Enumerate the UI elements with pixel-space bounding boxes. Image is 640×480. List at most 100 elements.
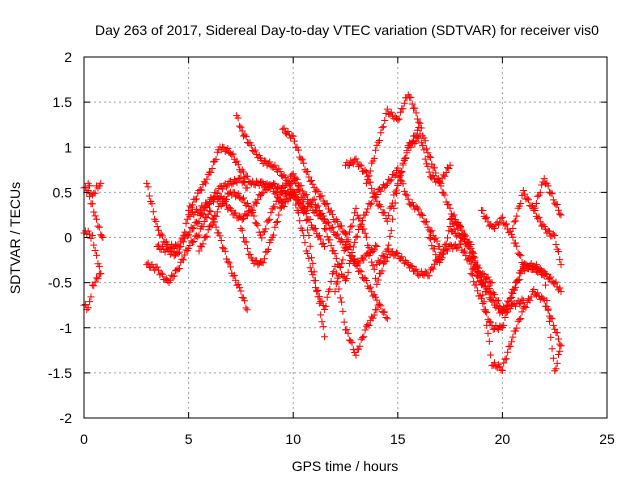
data-point <box>258 178 266 186</box>
data-point <box>327 278 335 286</box>
data-point <box>178 255 186 263</box>
data-point <box>404 144 412 152</box>
data-point <box>345 259 353 267</box>
data-point <box>241 131 249 139</box>
data-point <box>488 297 496 305</box>
data-point <box>383 217 391 225</box>
data-point <box>532 200 540 208</box>
data-point <box>198 243 206 251</box>
data-point <box>318 192 326 200</box>
data-point <box>389 199 397 207</box>
data-point <box>378 267 386 275</box>
data-point <box>308 177 316 185</box>
data-point <box>437 256 445 264</box>
data-point <box>361 326 369 334</box>
data-point <box>90 282 98 290</box>
data-point <box>399 161 407 169</box>
data-point <box>530 285 538 293</box>
data-point <box>311 224 319 232</box>
data-point <box>385 241 393 249</box>
data-point <box>518 295 526 303</box>
data-point <box>202 179 210 187</box>
series-arc-16 <box>342 124 454 225</box>
data-point <box>296 199 304 207</box>
data-point <box>309 259 317 267</box>
data-point <box>501 314 509 322</box>
data-point <box>179 232 187 240</box>
data-point <box>189 225 197 233</box>
data-point <box>331 288 339 296</box>
data-point <box>471 254 479 262</box>
data-point <box>219 200 227 208</box>
data-point <box>294 146 302 154</box>
data-point <box>88 231 96 239</box>
data-point <box>238 127 246 135</box>
data-point <box>556 347 564 355</box>
data-point <box>511 239 519 247</box>
data-point <box>247 141 255 149</box>
data-point <box>436 243 444 251</box>
x-tick-label: 5 <box>185 431 193 447</box>
data-point <box>408 100 416 108</box>
data-point <box>361 229 369 237</box>
data-point <box>289 132 297 140</box>
data-point <box>425 168 433 176</box>
data-point <box>412 265 420 273</box>
data-point <box>394 164 402 172</box>
data-point <box>496 363 504 371</box>
data-point <box>556 256 564 264</box>
data-point <box>425 153 433 161</box>
data-point <box>327 207 335 215</box>
data-point <box>240 215 248 223</box>
data-point <box>408 199 416 207</box>
data-point <box>375 300 383 308</box>
data-point <box>403 259 411 267</box>
data-point <box>488 279 496 287</box>
data-point <box>234 114 242 122</box>
data-point <box>288 171 296 179</box>
data-point <box>517 199 525 207</box>
data-point <box>368 184 376 192</box>
data-point <box>455 222 463 230</box>
data-point <box>372 146 380 154</box>
data-point <box>436 259 444 267</box>
data-point <box>250 212 258 220</box>
data-point <box>190 238 198 246</box>
data-point <box>259 259 267 267</box>
data-point <box>249 208 257 216</box>
data-point <box>521 190 529 198</box>
data-point <box>425 234 433 241</box>
data-point <box>327 224 335 232</box>
data-point <box>331 250 339 258</box>
data-point <box>237 123 245 131</box>
data-point <box>540 175 548 183</box>
data-point <box>356 214 364 222</box>
data-point <box>504 348 512 356</box>
data-point <box>306 264 314 272</box>
data-point <box>369 314 377 322</box>
data-point <box>423 145 431 153</box>
data-point <box>318 297 326 305</box>
data-point <box>309 271 317 279</box>
data-point <box>234 161 242 169</box>
data-point <box>325 219 333 227</box>
data-point <box>93 274 101 282</box>
data-point <box>547 333 555 341</box>
data-point <box>240 168 248 176</box>
data-point <box>352 155 360 163</box>
data-point <box>213 189 221 197</box>
data-point <box>279 125 287 133</box>
data-point <box>421 155 429 163</box>
data-point <box>513 242 521 250</box>
data-point <box>539 294 547 302</box>
series-arc-24 <box>530 206 565 269</box>
data-point <box>421 268 429 276</box>
data-point <box>457 223 465 231</box>
data-point <box>413 204 421 212</box>
data-point <box>148 261 156 269</box>
data-point <box>357 220 365 228</box>
data-point <box>362 208 370 216</box>
data-point <box>328 223 336 231</box>
data-point <box>155 226 163 234</box>
